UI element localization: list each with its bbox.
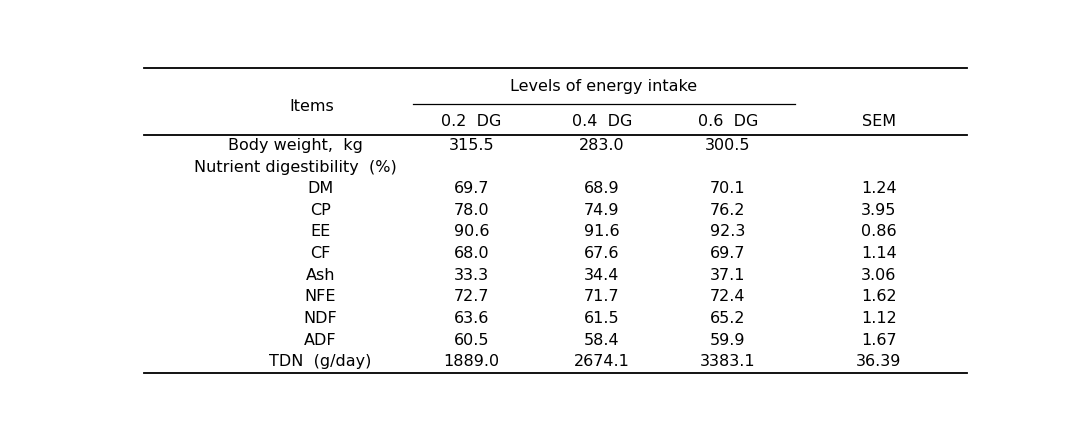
- Text: 58.4: 58.4: [584, 333, 620, 348]
- Text: 69.7: 69.7: [454, 181, 489, 196]
- Text: 37.1: 37.1: [710, 268, 746, 283]
- Text: 0.2  DG: 0.2 DG: [441, 114, 502, 129]
- Text: Ash: Ash: [306, 268, 335, 283]
- Text: 0.86: 0.86: [861, 225, 896, 239]
- Text: 1.62: 1.62: [861, 289, 896, 304]
- Text: 300.5: 300.5: [705, 138, 750, 153]
- Text: Nutrient digestibility  (%): Nutrient digestibility (%): [194, 160, 397, 175]
- Text: Body weight,  kg: Body weight, kg: [228, 138, 362, 153]
- Text: 68.9: 68.9: [584, 181, 620, 196]
- Text: 92.3: 92.3: [710, 225, 746, 239]
- Text: Items: Items: [289, 99, 334, 114]
- Text: CF: CF: [310, 246, 331, 261]
- Text: EE: EE: [310, 225, 331, 239]
- Text: 65.2: 65.2: [710, 311, 746, 326]
- Text: 1.24: 1.24: [861, 181, 896, 196]
- Text: DM: DM: [307, 181, 334, 196]
- Text: 72.4: 72.4: [710, 289, 746, 304]
- Text: 91.6: 91.6: [584, 225, 620, 239]
- Text: 3.06: 3.06: [862, 268, 896, 283]
- Text: 90.6: 90.6: [454, 225, 489, 239]
- Text: Levels of energy intake: Levels of energy intake: [511, 79, 697, 94]
- Text: 1889.0: 1889.0: [443, 354, 500, 369]
- Text: 0.6  DG: 0.6 DG: [698, 114, 758, 129]
- Text: 59.9: 59.9: [710, 333, 746, 348]
- Text: 71.7: 71.7: [584, 289, 620, 304]
- Text: NDF: NDF: [304, 311, 337, 326]
- Text: 63.6: 63.6: [454, 311, 489, 326]
- Text: 69.7: 69.7: [710, 246, 746, 261]
- Text: 61.5: 61.5: [584, 311, 620, 326]
- Text: 74.9: 74.9: [584, 203, 619, 218]
- Text: NFE: NFE: [305, 289, 336, 304]
- Text: TDN  (g/day): TDN (g/day): [269, 354, 372, 369]
- Text: 315.5: 315.5: [449, 138, 494, 153]
- Text: 68.0: 68.0: [454, 246, 489, 261]
- Text: 3383.1: 3383.1: [700, 354, 756, 369]
- Text: 70.1: 70.1: [710, 181, 746, 196]
- Text: 78.0: 78.0: [454, 203, 489, 218]
- Text: 2674.1: 2674.1: [573, 354, 630, 369]
- Text: ADF: ADF: [304, 333, 337, 348]
- Text: 33.3: 33.3: [454, 268, 489, 283]
- Text: SEM: SEM: [862, 114, 896, 129]
- Text: 1.67: 1.67: [861, 333, 896, 348]
- Text: 60.5: 60.5: [454, 333, 489, 348]
- Text: CP: CP: [310, 203, 331, 218]
- Text: 67.6: 67.6: [584, 246, 619, 261]
- Text: 1.12: 1.12: [861, 311, 896, 326]
- Text: 34.4: 34.4: [584, 268, 619, 283]
- Text: 72.7: 72.7: [454, 289, 489, 304]
- Text: 283.0: 283.0: [579, 138, 624, 153]
- Text: 76.2: 76.2: [710, 203, 746, 218]
- Text: 1.14: 1.14: [861, 246, 896, 261]
- Text: 0.4  DG: 0.4 DG: [571, 114, 632, 129]
- Text: 36.39: 36.39: [856, 354, 902, 369]
- Text: 3.95: 3.95: [862, 203, 896, 218]
